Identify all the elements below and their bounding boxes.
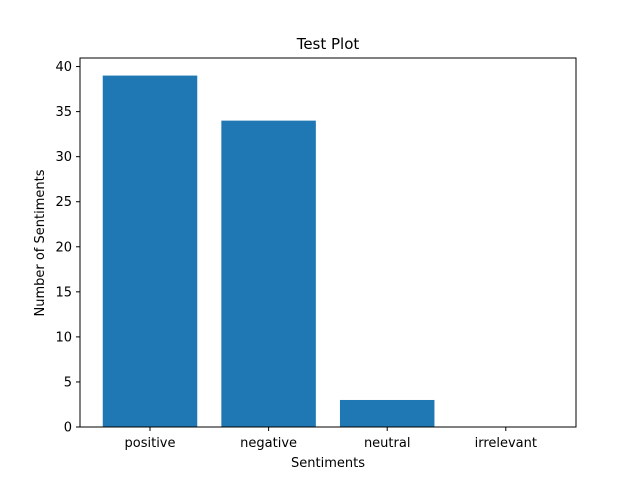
y-tick-label: 30 [55, 150, 72, 165]
bar-neutral [339, 399, 435, 427]
y-tick-label: 25 [55, 195, 72, 210]
x-tick-label: positive [125, 436, 176, 451]
y-tick-label: 0 [64, 421, 72, 436]
y-tick-label: 40 [55, 60, 72, 75]
chart-title: Test Plot [296, 35, 360, 53]
x-tick-label: negative [240, 436, 297, 451]
bar-positive [102, 75, 198, 428]
bars-group [102, 75, 435, 428]
bar-negative [221, 120, 316, 427]
x-tick-label: neutral [364, 436, 411, 451]
y-tick-label: 10 [55, 330, 72, 345]
y-tick-label: 5 [64, 375, 72, 390]
y-tick-label: 15 [55, 285, 72, 300]
x-axis-ticks: positive negative neutral irrelevant [125, 427, 537, 451]
x-tick-label: irrelevant [475, 436, 537, 451]
y-axis-ticks: 0 5 10 15 20 25 30 35 40 [55, 60, 80, 436]
plot-frame [79, 57, 577, 428]
y-tick-label: 35 [55, 105, 72, 120]
x-axis-label: Sentiments [291, 456, 365, 471]
y-axis-label: Number of Sentiments [33, 169, 48, 316]
y-tick-label: 20 [55, 240, 72, 255]
